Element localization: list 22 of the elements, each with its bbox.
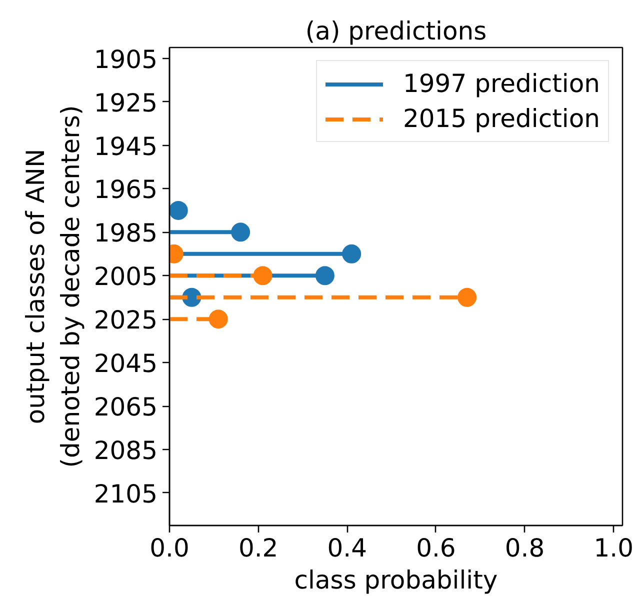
y-tick-label: 1985 [94, 218, 158, 248]
y-tick-label: 1925 [94, 88, 158, 118]
x-axis-title: class probability [294, 566, 498, 594]
y-tick-label: 2005 [94, 262, 158, 292]
x-tick-label: 0.6 [416, 534, 456, 562]
y-tick-label: 1905 [94, 44, 158, 74]
y-tick-label: 2105 [94, 479, 158, 508]
y-tick-label: 2065 [94, 392, 158, 422]
y-tick-label: 2045 [94, 349, 158, 378]
legend-label: 1997 prediction [403, 69, 600, 98]
chart-title: (a) predictions [305, 16, 487, 46]
legend-label: 2015 prediction [403, 104, 600, 133]
x-tick-label: 0.2 [238, 534, 278, 562]
y-tick-label: 1945 [94, 132, 158, 161]
x-tick-label: 0.8 [504, 534, 545, 562]
x-tick-label: 0.4 [327, 534, 368, 562]
y-tick-label: 2085 [94, 436, 158, 465]
y-axis-title: output classes of ANN (denoted by decade centers) [21, 105, 85, 468]
y-tick-label: 2025 [94, 306, 158, 335]
x-tick-label: 0.0 [150, 534, 190, 562]
x-tick-label: 1.0 [594, 534, 634, 562]
y-tick-label: 1965 [94, 175, 158, 204]
